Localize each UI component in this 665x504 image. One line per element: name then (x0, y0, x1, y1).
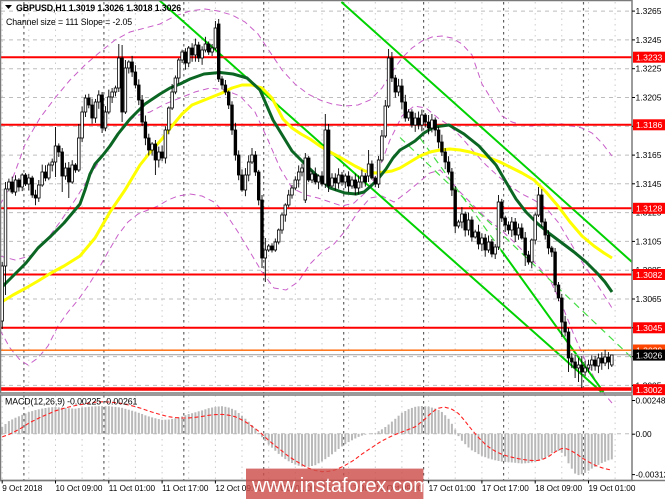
svg-text:MACD(12,26,9) -0.00225 -0.0026: MACD(12,26,9) -0.00225 -0.00261 (5, 397, 138, 407)
svg-text:0.00: 0.00 (636, 429, 653, 439)
svg-text:1.3065: 1.3065 (636, 294, 662, 304)
svg-text:1.3002: 1.3002 (636, 385, 663, 395)
svg-text:18 Oct 09:00: 18 Oct 09:00 (535, 484, 582, 493)
svg-text:1.3186: 1.3186 (636, 120, 663, 130)
svg-text:1.3082: 1.3082 (636, 270, 663, 280)
svg-text:1.3205: 1.3205 (636, 93, 662, 103)
svg-text:1.3165: 1.3165 (636, 150, 662, 160)
svg-text:17 Oct 01:00: 17 Oct 01:00 (429, 484, 476, 493)
svg-text:1.3026: 1.3026 (636, 351, 663, 361)
svg-text:0.00248: 0.00248 (636, 396, 665, 406)
svg-text:1.3233: 1.3233 (636, 53, 663, 63)
svg-text:1.3128: 1.3128 (636, 204, 663, 214)
svg-text:1.3105: 1.3105 (636, 236, 662, 246)
svg-text:Channel size = 111 Slope = -2.: Channel size = 111 Slope = -2.05 (6, 17, 132, 27)
svg-text:19 Oct 01:00: 19 Oct 01:00 (589, 484, 636, 493)
svg-text:1.3225: 1.3225 (636, 64, 662, 74)
svg-text:GBPUSD,H1 1.3019 1.3026 1.301: GBPUSD,H1 1.3019 1.3026 1.3018 1.3026 (16, 3, 181, 13)
svg-text:www.instaforex.com: www.instaforex.com (251, 475, 430, 497)
svg-text:-0.00312: -0.00312 (636, 470, 665, 480)
svg-text:10 Oct 09:00: 10 Oct 09:00 (56, 484, 103, 493)
svg-text:9 Oct 2018: 9 Oct 2018 (2, 484, 43, 493)
svg-text:1.3265: 1.3265 (636, 6, 662, 16)
svg-text:1.3045: 1.3045 (636, 323, 663, 333)
svg-text:11 Oct 17:00: 11 Oct 17:00 (162, 484, 209, 493)
svg-text:1.3245: 1.3245 (636, 35, 662, 45)
svg-text:17 Oct 17:00: 17 Oct 17:00 (482, 484, 529, 493)
svg-text:11 Oct 01:00: 11 Oct 01:00 (109, 484, 156, 493)
svg-text:1.3145: 1.3145 (636, 179, 662, 189)
